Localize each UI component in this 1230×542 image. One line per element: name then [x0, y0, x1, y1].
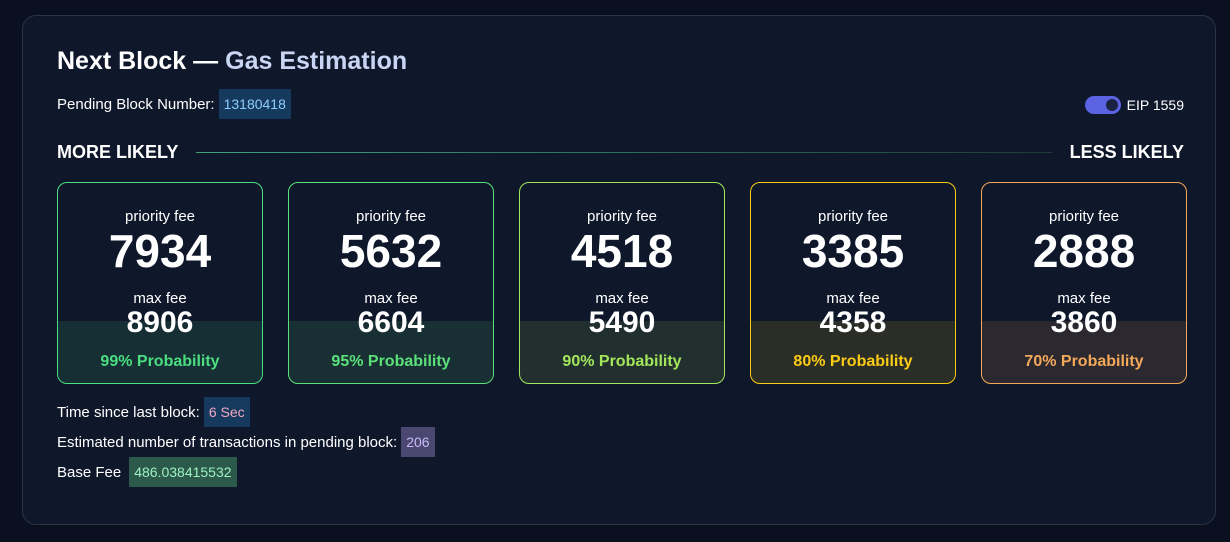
less-likely-label: LESS LIKELY [1069, 141, 1184, 162]
card-band [751, 321, 955, 383]
base-fee-row: Base Fee 486.038415532 [57, 457, 237, 487]
time-since-last-block-row: Time since last block: 6 Sec [57, 397, 250, 427]
card-band [58, 321, 262, 383]
gas-estimation-panel: Next Block — Gas Estimation Pending Bloc… [22, 15, 1216, 525]
fee-cards: priority fee 7934 max fee 8906 99% Proba… [57, 182, 1187, 384]
max-fee-value: 6604 [357, 306, 425, 339]
priority-fee-value: 2888 [1032, 225, 1136, 277]
pending-block-row: Pending Block Number: 13180418 [57, 89, 291, 119]
time-since-label: Time since last block: [57, 403, 200, 421]
priority-fee-label: priority fee [817, 208, 889, 225]
fee-card[interactable]: priority fee 5632 max fee 6604 95% Proba… [288, 182, 494, 384]
priority-fee-value: 4518 [570, 225, 674, 277]
max-fee-value: 4358 [819, 306, 887, 339]
priority-fee-value: 5632 [339, 225, 443, 277]
pending-block-number: 13180418 [218, 89, 291, 119]
fee-card[interactable]: priority fee 3385 max fee 4358 80% Proba… [750, 182, 956, 384]
probability-label: 70% Probability [1024, 353, 1144, 370]
card-band [982, 321, 1186, 383]
eip-1559-label: EIP 1559 [1126, 97, 1184, 113]
pending-tx-label: Estimated number of transactions in pend… [57, 433, 398, 451]
max-fee-label: max fee [595, 290, 649, 307]
priority-fee-label: priority fee [355, 208, 427, 225]
likelihood-scale: MORE LIKELY LESS LIKELY [57, 140, 1184, 164]
probability-label: 90% Probability [562, 353, 682, 370]
pending-block-label: Pending Block Number: [57, 95, 215, 113]
probability-label: 99% Probability [100, 353, 220, 370]
base-fee-label: Base Fee [57, 463, 122, 481]
fee-card[interactable]: priority fee 2888 max fee 3860 70% Proba… [981, 182, 1187, 384]
probability-label: 80% Probability [793, 353, 913, 370]
priority-fee-value: 7934 [108, 225, 212, 277]
pending-tx-count-row: Estimated number of transactions in pend… [57, 427, 435, 457]
max-fee-value: 5490 [588, 306, 656, 339]
pending-tx-value: 206 [401, 427, 435, 457]
priority-fee-label: priority fee [124, 208, 196, 225]
card-band [289, 321, 493, 383]
time-since-value: 6 Sec [203, 397, 250, 427]
priority-fee-label: priority fee [586, 208, 658, 225]
max-fee-label: max fee [364, 290, 418, 307]
card-band [520, 321, 724, 383]
likelihood-divider [196, 151, 1052, 153]
page-title: Next Block — Gas Estimation [57, 47, 407, 76]
title-accent: Gas Estimation [225, 47, 408, 75]
title-main: Next Block — [57, 47, 219, 75]
base-fee-value: 486.038415532 [129, 457, 237, 487]
max-fee-label: max fee [133, 290, 187, 307]
more-likely-label: MORE LIKELY [57, 141, 179, 162]
max-fee-value: 8906 [126, 306, 194, 339]
probability-label: 95% Probability [331, 353, 451, 370]
eip-1559-toggle[interactable] [1084, 96, 1121, 114]
fee-card[interactable]: priority fee 4518 max fee 5490 90% Proba… [519, 182, 725, 384]
toggle-knob [1105, 99, 1118, 111]
priority-fee-label: priority fee [1048, 208, 1120, 225]
priority-fee-value: 3385 [801, 225, 905, 277]
max-fee-value: 3860 [1050, 306, 1118, 339]
max-fee-label: max fee [826, 290, 880, 307]
max-fee-label: max fee [1057, 290, 1111, 307]
fee-card[interactable]: priority fee 7934 max fee 8906 99% Proba… [57, 182, 263, 384]
eip-1559-toggle-group[interactable]: EIP 1559 [1084, 96, 1184, 114]
